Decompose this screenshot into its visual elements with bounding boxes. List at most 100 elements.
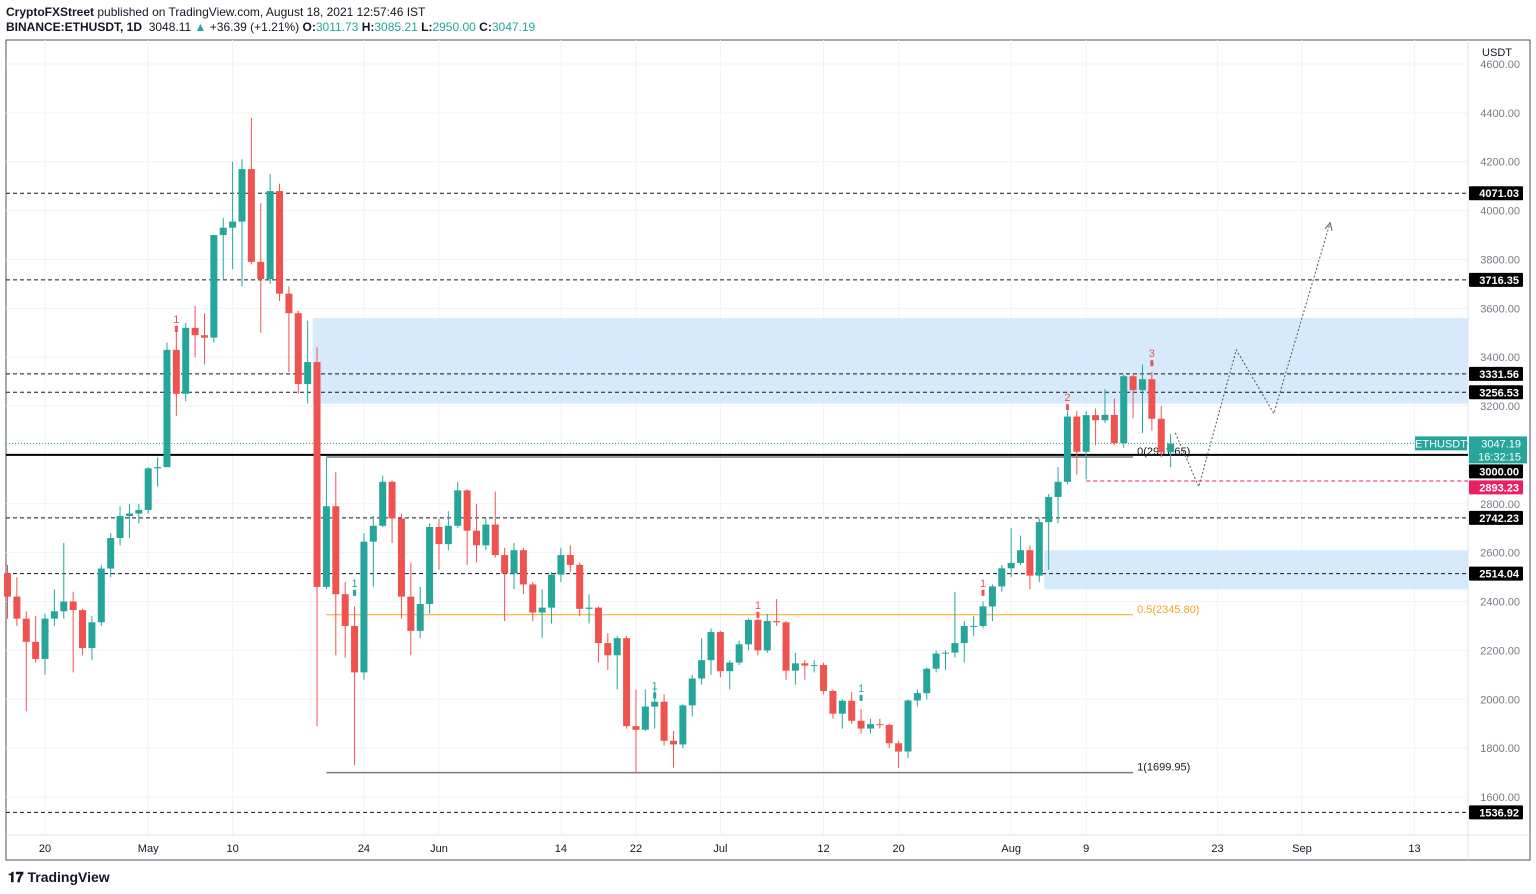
price-tag: 4071.03 <box>1479 188 1519 200</box>
candle-up <box>979 606 987 626</box>
candle-down <box>285 293 293 314</box>
x-tick-label: 12 <box>817 843 829 855</box>
td-count-label: 1 <box>858 683 864 695</box>
candle-down <box>876 724 884 726</box>
price-change: +36.39 (+1.21%) <box>209 20 300 34</box>
candle-down <box>1110 414 1118 444</box>
td-marker-icon <box>756 611 760 618</box>
price-tag-bg <box>1469 464 1523 479</box>
candle-down <box>773 621 781 623</box>
candle-up <box>116 516 124 539</box>
candle-down <box>463 490 471 531</box>
candle-up <box>154 467 162 469</box>
fib-label: 0.5(2345.80) <box>1137 604 1199 616</box>
candle-down <box>351 625 359 673</box>
candle-up <box>726 662 734 672</box>
candle-up <box>88 622 96 648</box>
price-tag: 2893.23 <box>1479 482 1519 494</box>
td-count-label: 1 <box>173 314 179 326</box>
tradingview-logo[interactable]: 𝟏𝟕 TradingView <box>8 869 110 886</box>
candle-down <box>660 701 668 741</box>
candle-down <box>782 622 790 671</box>
up-arrow-icon: ▲ <box>194 20 207 34</box>
y-tick-label: 3800.00 <box>1480 254 1520 266</box>
td-marker-icon <box>174 325 178 332</box>
candle-down <box>276 191 284 294</box>
candle-up <box>444 525 452 545</box>
candle-down <box>332 506 340 595</box>
candle-up <box>970 625 978 627</box>
candle-up <box>932 653 940 669</box>
candle-down <box>247 169 255 262</box>
candle-up <box>1167 443 1175 453</box>
candle-up <box>1101 414 1109 421</box>
price-tag: 3331.56 <box>1479 369 1519 381</box>
price-tag-bg <box>1469 480 1523 495</box>
low-value: 2950.00 <box>432 20 476 34</box>
candle-down <box>576 564 584 609</box>
y-tick-label: 1800.00 <box>1480 743 1520 755</box>
candle-up <box>838 700 846 714</box>
candle-up <box>322 506 330 587</box>
price-tag-bg <box>1469 186 1523 201</box>
candle-down <box>1092 415 1100 421</box>
candle-up <box>1063 416 1071 482</box>
td-count-label: 1 <box>351 578 357 590</box>
x-tick-label: 9 <box>1083 843 1089 855</box>
y-tick-label: 2800.00 <box>1480 499 1520 511</box>
y-tick-label: 2400.00 <box>1480 597 1520 609</box>
candle-down <box>529 584 537 613</box>
price-tag-bg <box>1469 366 1523 381</box>
x-tick-label: Sep <box>1292 843 1312 855</box>
candle-down <box>257 261 265 280</box>
symbol-tag-bg <box>1415 436 1467 451</box>
fib-label: 1(1699.95) <box>1137 762 1190 774</box>
y-tick-label: 2200.00 <box>1480 645 1520 657</box>
candle-up <box>942 652 949 654</box>
candle-down <box>397 518 405 597</box>
candle-up <box>1054 481 1062 497</box>
candle-down <box>820 665 828 691</box>
candle-down <box>473 530 480 546</box>
x-tick-label: 23 <box>1211 843 1223 855</box>
candle-up <box>548 574 556 608</box>
y-tick-label: 1600.00 <box>1480 792 1520 804</box>
candle-up <box>125 513 133 517</box>
y-tick-label: 2000.00 <box>1480 694 1520 706</box>
td-count-label: 1 <box>755 600 761 612</box>
close-label: C: <box>479 20 492 34</box>
candle-up <box>998 568 1006 587</box>
candle-down <box>191 327 199 336</box>
candle-up <box>229 221 237 228</box>
candle-up <box>745 619 753 645</box>
candle-down <box>895 743 903 752</box>
candle-up <box>360 541 368 673</box>
td-count-label: 2 <box>1064 392 1070 404</box>
candle-up <box>1138 379 1146 391</box>
candle-down <box>632 726 640 730</box>
open-value: 3011.73 <box>315 20 359 34</box>
countdown-tag: 16:32:15 <box>1478 451 1521 463</box>
supply-demand-zone <box>1044 550 1468 590</box>
publish-line: CryptoFXStreet published on TradingView.… <box>6 5 425 19</box>
y-tick-label: 4000.00 <box>1480 206 1520 218</box>
price-tag: 2514.04 <box>1479 569 1520 581</box>
candle-up <box>698 660 706 679</box>
candle-down <box>435 527 443 545</box>
candle-up <box>210 235 218 338</box>
price-tag: 3256.53 <box>1479 387 1519 399</box>
candle-down <box>341 594 349 626</box>
candle-down <box>623 638 631 727</box>
candle-down <box>716 632 724 672</box>
candle-down <box>32 641 40 659</box>
candle-down <box>172 349 180 394</box>
candle-down <box>69 601 77 611</box>
candle-up <box>810 665 818 667</box>
currency-label: USDT <box>1482 47 1512 59</box>
candle-up <box>97 568 105 623</box>
candle-up <box>960 625 968 644</box>
candle-up <box>735 644 743 663</box>
candle-down <box>13 596 21 619</box>
